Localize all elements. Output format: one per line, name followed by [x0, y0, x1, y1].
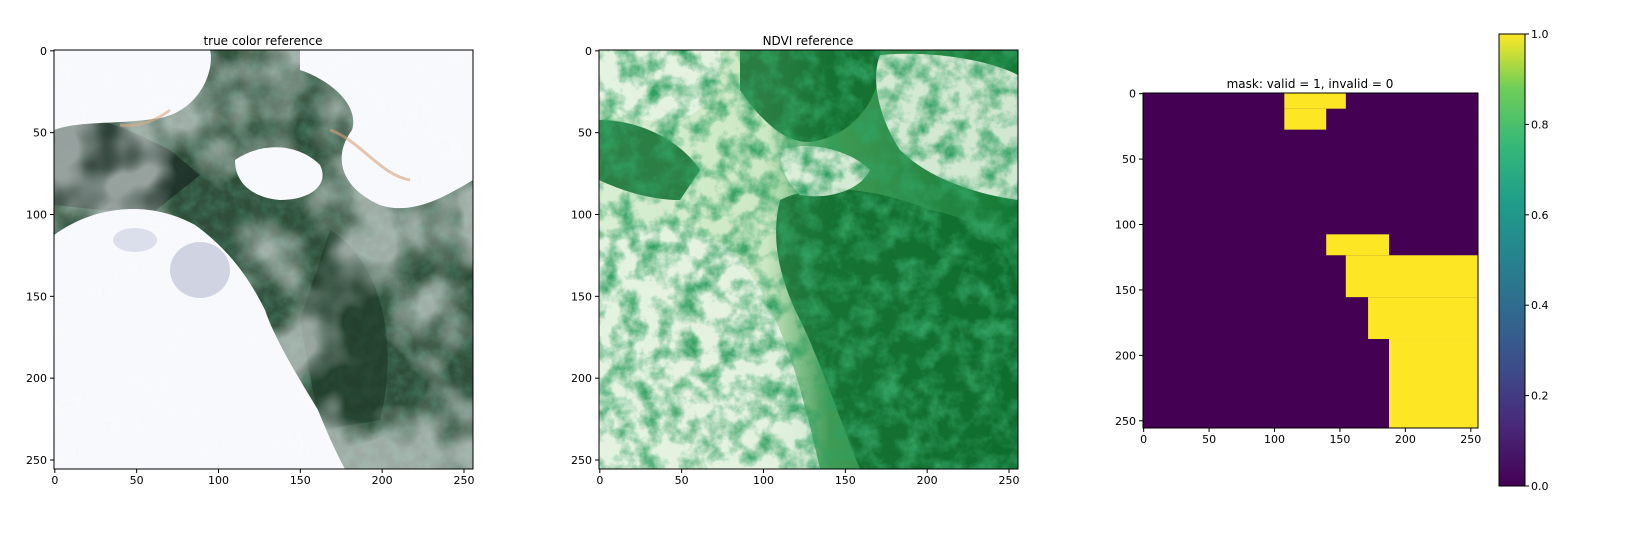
x-tick-label: 0: [596, 474, 603, 487]
y-tick-label: 150: [26, 290, 47, 303]
colorbar-tick-label: 0.4: [1531, 299, 1549, 312]
x-tick-label: 0: [1140, 433, 1147, 446]
colorbar-ticks: 0.0 0.2 0.4 0.6 0.8 1.0: [1525, 28, 1549, 493]
y-tick-label: 50: [33, 127, 47, 140]
x-tick-label: 150: [1329, 433, 1350, 446]
panel-title: mask: valid = 1, invalid = 0: [1227, 77, 1394, 91]
y-tick-label: 0: [1129, 88, 1136, 101]
colorbar-tick-label: 0.8: [1531, 118, 1549, 131]
y-tick-label: 0: [40, 45, 47, 58]
truecolor-image: [54, 50, 473, 469]
x-tick-label: 50: [675, 474, 689, 487]
colorbar-tick-label: 0.2: [1531, 390, 1549, 403]
mask-valid-region: [1284, 108, 1327, 130]
y-tick-label: 200: [571, 372, 592, 385]
y-tick-label: 100: [571, 208, 592, 221]
x-tick-label: 250: [1460, 433, 1481, 446]
y-tick-label: 200: [1115, 349, 1136, 362]
colorbar-gradient: [1498, 33, 1526, 487]
ndvi-axes: 0 50 100 150 200 250 0 50 100 150 200 250: [571, 45, 1019, 487]
x-tick-label: 100: [208, 474, 229, 487]
colorbar-tick-label: 0.0: [1531, 480, 1549, 493]
y-tick-label: 100: [26, 208, 47, 221]
mask-axes: 0 50 100 150 200 250 0 50 100 150 200 250: [1115, 88, 1481, 446]
x-tick-label: 200: [917, 474, 938, 487]
x-tick-label: 250: [453, 474, 474, 487]
colorbar: 0.0 0.2 0.4 0.6 0.8 1.0: [1498, 28, 1549, 493]
y-tick-label: 200: [26, 372, 47, 385]
ndvi-panel: NDVI reference 0 50 100 150 200 250 0 50 100 150 2…: [571, 34, 1019, 487]
y-tick-label: 150: [571, 290, 592, 303]
x-tick-label: 250: [998, 474, 1019, 487]
y-tick-label: 100: [1115, 219, 1136, 232]
x-tick-label: 50: [1202, 433, 1216, 446]
x-tick-label: 200: [372, 474, 393, 487]
y-tick-label: 250: [571, 454, 592, 467]
y-tick-label: 50: [578, 127, 592, 140]
x-tick-label: 0: [51, 474, 58, 487]
y-tick-label: 250: [26, 454, 47, 467]
x-tick-label: 200: [1395, 433, 1416, 446]
truecolor-axes: 0 50 100 150 200 250 0 50 100 150 200 250: [26, 45, 474, 487]
y-tick-label: 250: [1115, 415, 1136, 428]
mask-valid-region: [1368, 297, 1478, 340]
x-tick-label: 150: [290, 474, 311, 487]
colorbar-tick-label: 0.6: [1531, 209, 1549, 222]
panel-title: NDVI reference: [763, 34, 854, 48]
mask-valid-region: [1284, 93, 1346, 109]
y-tick-label: 150: [1115, 284, 1136, 297]
mask-valid-region: [1326, 234, 1390, 256]
x-tick-label: 150: [835, 474, 856, 487]
mask-valid-region: [1345, 255, 1478, 298]
y-tick-label: 0: [585, 45, 592, 58]
colorbar-tick-label: 1.0: [1531, 28, 1549, 41]
ndvi-image: [599, 50, 1018, 469]
x-tick-label: 50: [130, 474, 144, 487]
x-tick-label: 100: [753, 474, 774, 487]
mask-valid-regions: [1284, 93, 1478, 428]
mask-panel: mask: valid = 1, invalid = 0 0 50 100 150 20…: [1115, 77, 1481, 446]
y-tick-label: 50: [1122, 153, 1136, 166]
x-tick-label: 100: [1264, 433, 1285, 446]
mask-valid-region: [1389, 339, 1478, 428]
panel-title: true color reference: [203, 34, 322, 48]
